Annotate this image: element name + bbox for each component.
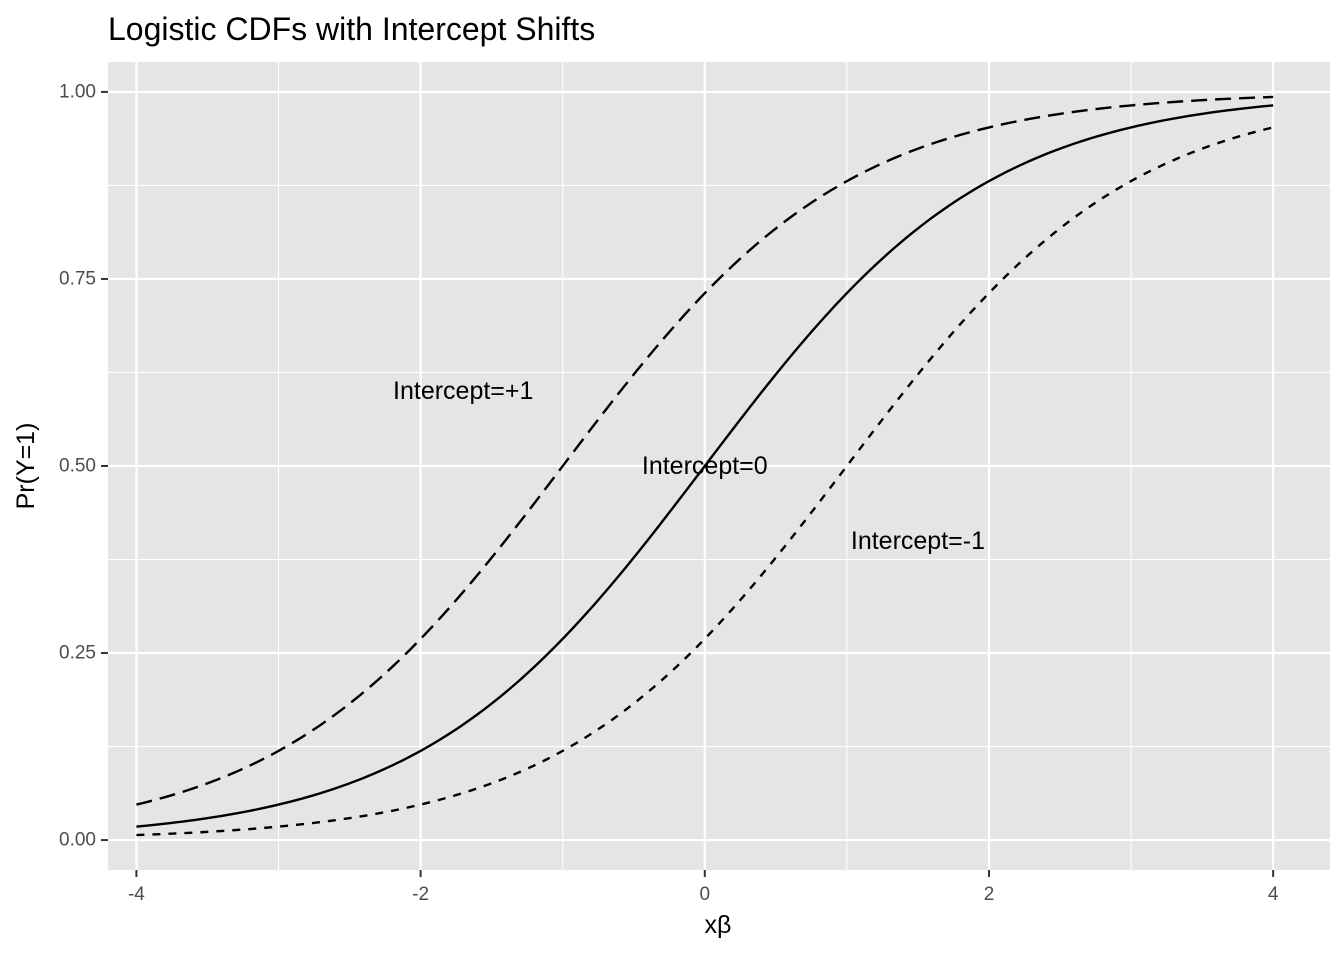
y-tick-label: 0.25 xyxy=(59,643,96,664)
x-axis-title: xβ xyxy=(705,911,732,939)
y-axis: 0.00 0.25 0.50 0.75 1.00 xyxy=(59,81,108,851)
x-axis: -4 -2 0 2 4 xyxy=(128,870,1279,905)
x-tick-label: 2 xyxy=(984,884,995,905)
y-tick-label: 0.50 xyxy=(59,456,96,477)
y-tick-label: 0.00 xyxy=(59,830,96,851)
series-line xyxy=(136,104,1274,828)
x-tick-label: 4 xyxy=(1268,884,1279,905)
series-line xyxy=(136,95,1274,806)
curve-annotations: Intercept=+1 Intercept=0 Intercept=-1 xyxy=(393,377,985,555)
curve-annotation: Intercept=-1 xyxy=(851,527,985,555)
curve-annotation: Intercept=+1 xyxy=(393,377,533,405)
y-tick-label: 1.00 xyxy=(59,81,96,102)
x-tick-label: -2 xyxy=(412,884,429,905)
x-tick-label: 0 xyxy=(700,884,711,905)
series-lines xyxy=(136,95,1274,837)
chart-title: Logistic CDFs with Intercept Shifts xyxy=(108,11,595,47)
y-axis-title: Pr(Y=1) xyxy=(12,423,40,510)
curve-annotation: Intercept=0 xyxy=(642,452,768,480)
y-tick-label: 0.75 xyxy=(59,268,96,289)
x-tick-label: -4 xyxy=(128,884,145,905)
